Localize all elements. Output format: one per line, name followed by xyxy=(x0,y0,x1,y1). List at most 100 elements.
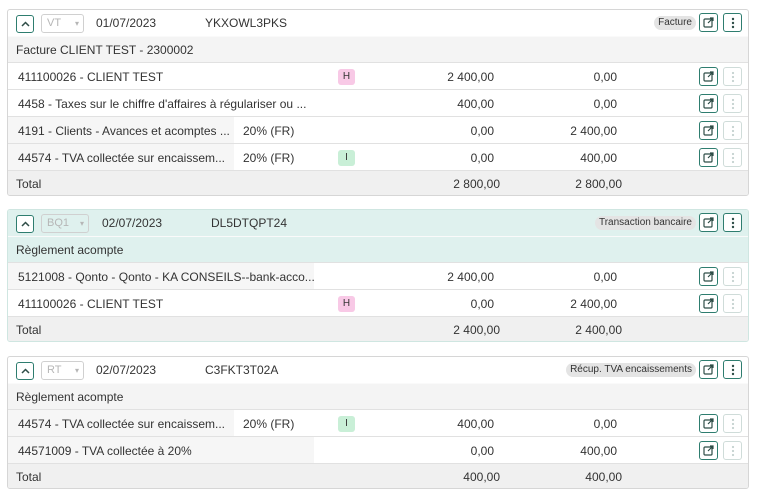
collapse-button[interactable] xyxy=(16,362,34,380)
entry-reference: C3FKT3T02A xyxy=(205,363,279,377)
entry-line: 411100026 - CLIENT TEST H 0,00 2 400,00 xyxy=(8,289,748,316)
entry-date: 02/07/2023 xyxy=(102,216,163,230)
open-line-button[interactable] xyxy=(699,414,718,433)
credit-amount: 400,00 xyxy=(580,151,617,165)
debit-amount: 0,00 xyxy=(470,124,494,138)
total-row: Total 400,00 400,00 xyxy=(8,463,748,488)
credit-amount: 0,00 xyxy=(593,417,617,431)
total-row: Total 2 400,00 2 400,00 xyxy=(8,316,748,341)
tag-badge: H xyxy=(338,69,355,85)
entry-line: 411100026 - CLIENT TEST H 2 400,00 0,00 xyxy=(8,62,748,89)
entry-header: BQ1 ▾ 02/07/2023 DL5DTQPT24 Transaction … xyxy=(8,210,748,236)
total-label: Total xyxy=(16,323,42,337)
external-link-icon xyxy=(703,98,714,109)
open-entry-button[interactable] xyxy=(699,13,718,32)
debit-amount: 0,00 xyxy=(470,151,494,165)
collapse-button[interactable] xyxy=(16,15,34,33)
more-vertical-icon xyxy=(731,152,734,163)
external-link-icon xyxy=(703,125,714,136)
open-line-button[interactable] xyxy=(699,148,718,167)
more-vertical-icon xyxy=(731,418,734,429)
account-label[interactable]: 44574 - TVA collectée sur encaissem... xyxy=(18,417,225,431)
total-debit: 2 400,00 xyxy=(453,323,500,337)
credit-amount: 0,00 xyxy=(593,97,617,111)
account-label[interactable]: 4458 - Taxes sur le chiffre d'affaires à… xyxy=(18,97,307,111)
debit-amount: 2 400,00 xyxy=(447,270,494,284)
more-vertical-icon xyxy=(731,217,734,228)
total-debit: 400,00 xyxy=(463,470,500,484)
open-entry-button[interactable] xyxy=(699,360,718,379)
journal-select[interactable]: BQ1 ▾ xyxy=(41,214,89,233)
credit-amount: 0,00 xyxy=(593,70,617,84)
credit-amount: 2 400,00 xyxy=(570,124,617,138)
journal-select[interactable]: RT ▾ xyxy=(41,361,84,380)
collapse-button[interactable] xyxy=(16,215,34,233)
account-label[interactable]: 5121008 - Qonto - Qonto - KA CONSEILS--b… xyxy=(18,270,315,284)
entry-header: VT ▾ 01/07/2023 YKXOWL3PKS Facture xyxy=(8,10,748,36)
account-label[interactable]: 44574 - TVA collectée sur encaissem... xyxy=(18,151,225,165)
more-vertical-icon xyxy=(731,125,734,136)
entry-type-badge: Récup. TVA encaissements xyxy=(566,363,696,377)
line-menu-button[interactable] xyxy=(723,94,742,113)
journal-entry-card: RT ▾ 02/07/2023 C3FKT3T02A Récup. TVA en… xyxy=(7,356,749,489)
journal-code: VT xyxy=(47,17,62,29)
line-menu-button[interactable] xyxy=(723,294,742,313)
line-menu-button[interactable] xyxy=(723,414,742,433)
total-credit: 2 400,00 xyxy=(575,323,622,337)
open-line-button[interactable] xyxy=(699,67,718,86)
line-menu-button[interactable] xyxy=(723,148,742,167)
debit-amount: 0,00 xyxy=(470,297,494,311)
line-menu-button[interactable] xyxy=(723,67,742,86)
open-line-button[interactable] xyxy=(699,441,718,460)
caret-down-icon: ▾ xyxy=(74,366,79,375)
entry-line: 5121008 - Qonto - Qonto - KA CONSEILS--b… xyxy=(8,262,748,289)
more-vertical-icon xyxy=(731,445,734,456)
more-vertical-icon xyxy=(731,364,734,375)
journal-select[interactable]: VT ▾ xyxy=(41,14,84,33)
entry-type-badge: Facture xyxy=(654,16,696,30)
open-line-button[interactable] xyxy=(699,121,718,140)
entry-reference: YKXOWL3PKS xyxy=(205,16,288,30)
credit-amount: 0,00 xyxy=(593,270,617,284)
debit-amount: 2 400,00 xyxy=(447,70,494,84)
entry-label: Règlement acompte xyxy=(16,243,124,257)
entry-menu-button[interactable] xyxy=(723,13,742,32)
entry-menu-button[interactable] xyxy=(723,213,742,232)
entry-date: 01/07/2023 xyxy=(96,16,157,30)
entry-label: Facture CLIENT TEST - 2300002 xyxy=(16,43,194,57)
open-line-button[interactable] xyxy=(699,267,718,286)
vat-rate: 20% (FR) xyxy=(243,151,295,165)
entry-reference: DL5DTQPT24 xyxy=(211,216,288,230)
account-label[interactable]: 411100026 - CLIENT TEST xyxy=(18,297,164,311)
journal-code: RT xyxy=(47,364,62,376)
line-menu-button[interactable] xyxy=(723,441,742,460)
total-label: Total xyxy=(16,177,42,191)
credit-amount: 2 400,00 xyxy=(570,297,617,311)
entry-date: 02/07/2023 xyxy=(96,363,157,377)
vat-rate: 20% (FR) xyxy=(243,417,295,431)
open-line-button[interactable] xyxy=(699,294,718,313)
more-vertical-icon xyxy=(731,98,734,109)
journal-entry-card: BQ1 ▾ 02/07/2023 DL5DTQPT24 Transaction … xyxy=(7,209,749,342)
entry-line: 44574 - TVA collectée sur encaissem... 2… xyxy=(8,409,748,436)
line-menu-button[interactable] xyxy=(723,267,742,286)
entry-line: 4191 - Clients - Avances et acomptes ...… xyxy=(8,116,748,143)
external-link-icon xyxy=(703,217,714,228)
account-label[interactable]: 4191 - Clients - Avances et acomptes ... xyxy=(18,124,230,138)
entry-line: 44574 - TVA collectée sur encaissem... 2… xyxy=(8,143,748,170)
total-debit: 2 800,00 xyxy=(453,177,500,191)
debit-amount: 400,00 xyxy=(457,417,494,431)
entry-menu-button[interactable] xyxy=(723,360,742,379)
debit-amount: 0,00 xyxy=(470,444,494,458)
open-line-button[interactable] xyxy=(699,94,718,113)
more-vertical-icon xyxy=(731,17,734,28)
line-menu-button[interactable] xyxy=(723,121,742,140)
external-link-icon xyxy=(703,445,714,456)
entry-label-row: Règlement acompte xyxy=(8,383,748,409)
entry-line: 44571009 - TVA collectée à 20% 0,00 400,… xyxy=(8,436,748,463)
total-credit: 2 800,00 xyxy=(575,177,622,191)
entry-line: 4458 - Taxes sur le chiffre d'affaires à… xyxy=(8,89,748,116)
open-entry-button[interactable] xyxy=(699,213,718,232)
account-label[interactable]: 411100026 - CLIENT TEST xyxy=(18,70,164,84)
account-label[interactable]: 44571009 - TVA collectée à 20% xyxy=(18,444,192,458)
